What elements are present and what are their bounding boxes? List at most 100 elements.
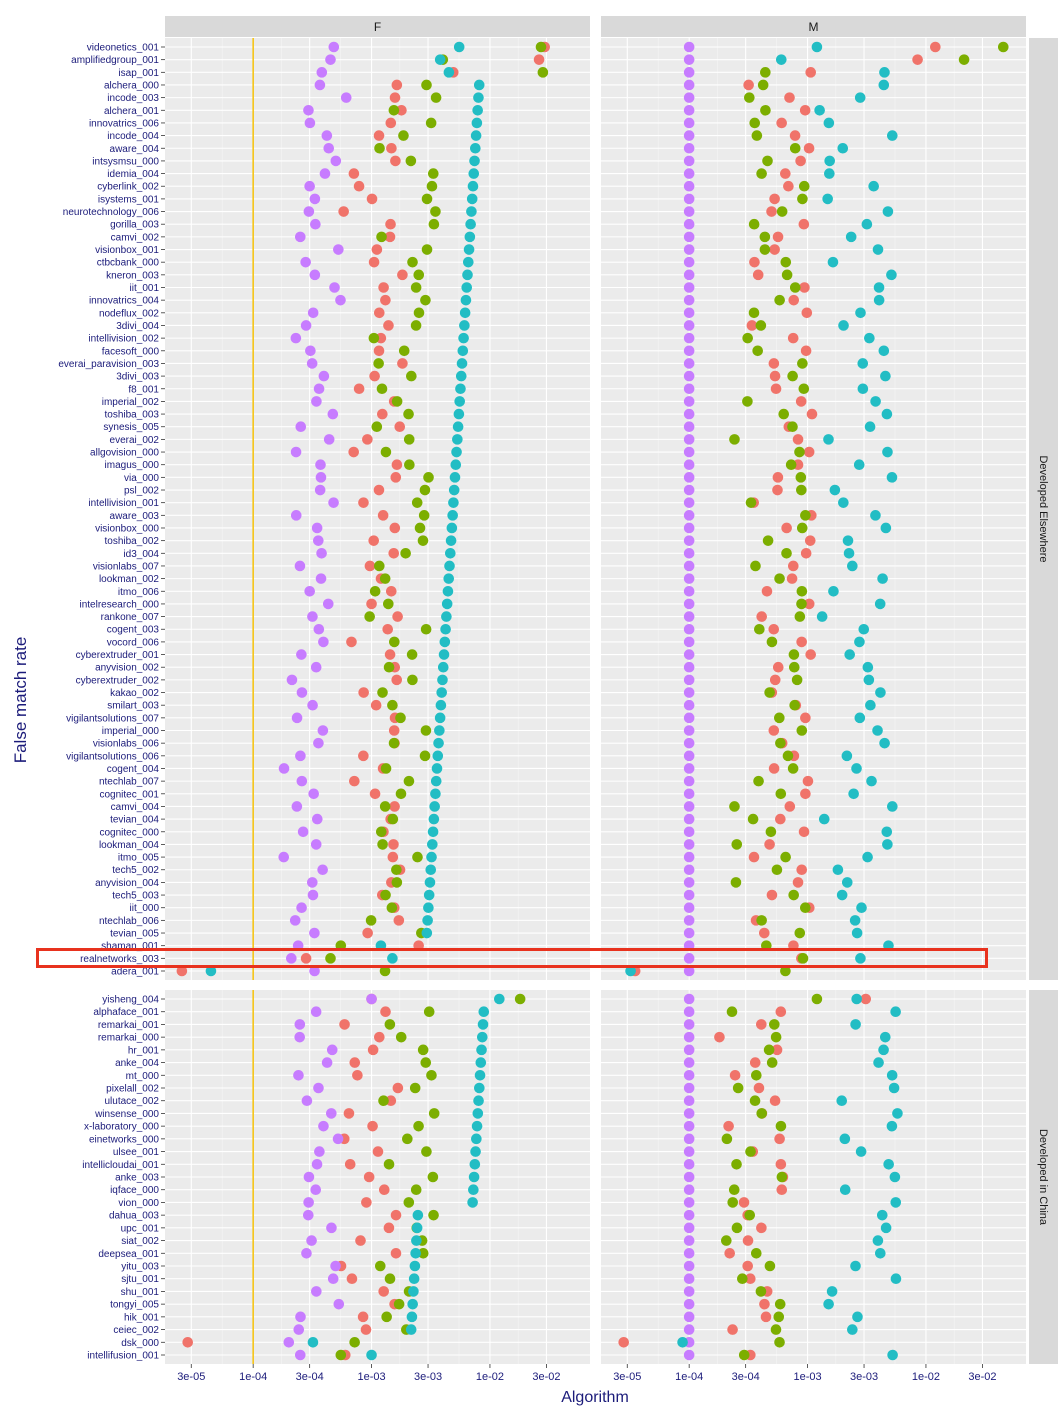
y-tick-label: iit_001 <box>130 283 160 294</box>
facet-strip-f <box>165 16 590 37</box>
point-m-red <box>803 446 815 458</box>
point-f-red <box>378 1184 390 1196</box>
point-f-purple <box>308 788 319 800</box>
point-m-teal <box>841 877 853 888</box>
point-f-teal <box>411 1235 422 1246</box>
point-f-teal <box>475 1057 487 1068</box>
point-f-green <box>421 1146 432 1157</box>
point-m-green <box>751 1069 762 1081</box>
point-m-red <box>799 104 811 116</box>
y-tick-label: amplifiedgroup_001 <box>71 55 159 66</box>
point-f-green <box>406 649 418 660</box>
point-f-purple <box>329 282 340 293</box>
point-m-red <box>912 54 923 65</box>
point-m-teal <box>862 851 873 863</box>
point-f-teal <box>471 117 483 129</box>
point-f-teal <box>458 332 469 344</box>
point-f-red <box>390 1247 402 1259</box>
y-tick-label: iit_000 <box>130 903 160 914</box>
point-m-green <box>721 1235 732 1246</box>
point-m-red <box>930 41 941 53</box>
point-m-red <box>743 79 754 91</box>
point-m-purple <box>683 636 695 648</box>
point-f-purple <box>290 510 302 521</box>
point-m-purple <box>683 712 695 724</box>
point-m-green <box>761 940 772 951</box>
point-f-purple <box>311 396 322 407</box>
point-f-teal <box>423 889 435 901</box>
point-f-teal <box>472 104 483 116</box>
point-f-green <box>386 902 398 914</box>
point-f-green <box>381 1311 392 1323</box>
y-tick-label: visionbox_000 <box>95 523 159 534</box>
point-m-green <box>782 750 794 762</box>
point-f-teal <box>427 839 438 850</box>
point-m-red <box>775 813 786 825</box>
point-f-red <box>383 1222 395 1234</box>
point-f-purple <box>291 801 303 812</box>
point-m-teal <box>868 180 879 192</box>
y-tick-label: smilart_003 <box>107 701 159 712</box>
point-f-green <box>428 1209 439 1221</box>
point-m-teal <box>855 1146 867 1157</box>
point-m-green <box>796 484 807 496</box>
point-m-teal <box>855 307 866 319</box>
point-f-green <box>421 79 432 91</box>
point-m-green <box>759 244 771 255</box>
point-f-red <box>349 775 360 787</box>
point-m-red <box>775 1158 787 1170</box>
point-m-purple <box>683 813 695 825</box>
point-m-teal <box>886 269 897 281</box>
point-m-teal <box>865 699 876 711</box>
point-m-green <box>796 585 808 597</box>
point-m-purple <box>683 434 695 445</box>
point-f-teal <box>441 611 452 622</box>
point-f-red <box>373 130 385 141</box>
point-m-teal <box>625 965 636 977</box>
y-tick-label: shu_001 <box>121 1287 160 1298</box>
point-f-green <box>407 256 418 268</box>
point-f-red <box>352 1069 363 1081</box>
point-m-teal <box>882 839 893 850</box>
point-f-purple <box>316 67 328 78</box>
x-tick-label: 1e-02 <box>476 1371 504 1383</box>
point-f-green <box>395 712 406 724</box>
point-m-purple <box>683 611 695 622</box>
point-f-teal <box>461 282 473 293</box>
row-label-1: Developed in China <box>1037 1129 1049 1226</box>
point-f-red <box>391 459 403 470</box>
point-f-teal <box>453 408 465 420</box>
point-m-green <box>794 927 806 939</box>
point-f-red <box>389 92 401 103</box>
point-m-teal <box>883 1158 894 1170</box>
point-f-teal <box>424 877 436 888</box>
y-tick-label: cyberextruder_001 <box>76 650 160 661</box>
point-f-green <box>377 687 388 698</box>
point-f-green <box>387 813 399 825</box>
y-tick-label: anke_003 <box>115 1173 159 1184</box>
point-m-green <box>726 1006 738 1018</box>
point-f-purple <box>296 649 307 660</box>
point-m-red <box>776 1184 788 1196</box>
point-f-purple <box>323 434 335 445</box>
point-m-green <box>788 889 800 901</box>
point-f-purple <box>318 636 329 648</box>
point-f-red <box>396 104 407 116</box>
point-f-teal <box>452 421 464 433</box>
point-f-green <box>374 560 385 572</box>
y-tick-label: cognitec_000 <box>100 827 160 838</box>
point-m-purple <box>683 92 695 103</box>
point-f-teal <box>464 231 476 243</box>
point-m-teal <box>829 484 841 496</box>
point-f-purple <box>296 775 308 787</box>
point-m-purple <box>683 459 695 470</box>
point-m-red <box>759 1298 770 1310</box>
point-m-teal <box>890 1197 902 1208</box>
point-m-red <box>772 231 784 243</box>
point-f-purple <box>310 218 321 230</box>
point-m-green <box>788 649 800 660</box>
point-m-teal <box>849 915 861 926</box>
point-f-teal <box>462 269 473 281</box>
point-f-teal <box>472 1108 484 1119</box>
point-m-green <box>795 472 807 483</box>
